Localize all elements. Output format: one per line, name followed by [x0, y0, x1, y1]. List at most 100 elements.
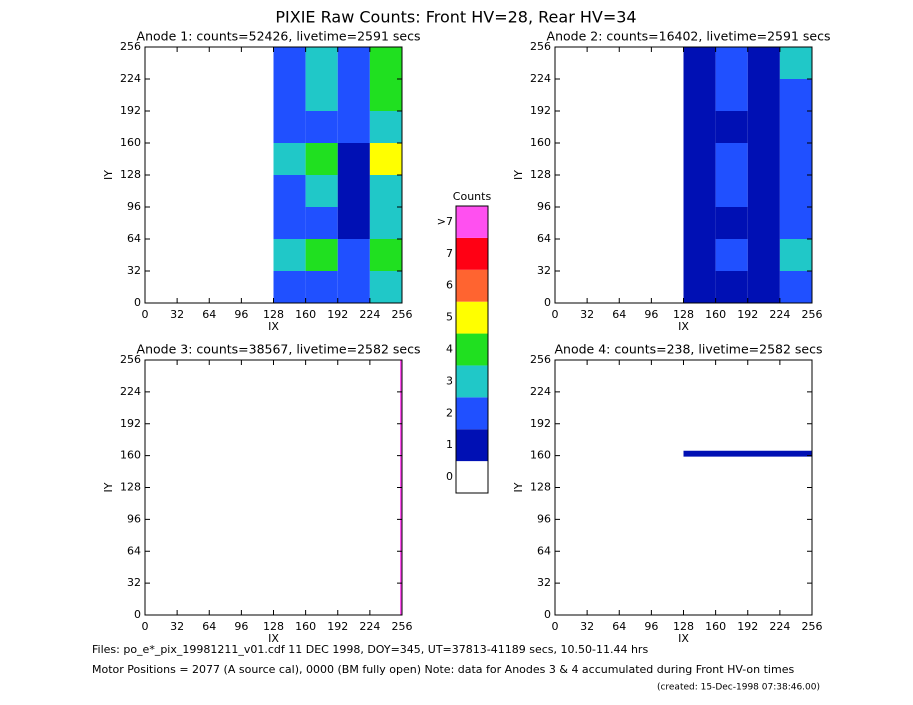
- y-tick-label: 32: [537, 576, 551, 589]
- heat-cell: [241, 143, 274, 175]
- y-tick-label: 128: [120, 168, 141, 181]
- heat-cell: [241, 79, 274, 111]
- heat-cell: [619, 239, 652, 271]
- heat-cell: [587, 175, 620, 207]
- y-tick-label: 256: [120, 40, 141, 53]
- x-tick-label: 96: [644, 620, 658, 633]
- heat-cell: [747, 143, 780, 175]
- heat-cell: [305, 79, 338, 111]
- x-tick-label: 96: [234, 620, 248, 633]
- heat-cell: [747, 175, 780, 207]
- x-tick-label: 32: [170, 308, 184, 321]
- y-tick-label: 192: [530, 104, 551, 117]
- x-tick-label: 128: [263, 620, 284, 633]
- heat-cell: [747, 47, 780, 79]
- heat-cell: [619, 143, 652, 175]
- heat-cell: [145, 111, 178, 143]
- heat-cell: [555, 79, 588, 111]
- heat-cell: [145, 360, 400, 615]
- x-tick-label: 256: [802, 308, 823, 321]
- heat-cell: [337, 239, 370, 271]
- footer-motor: Motor Positions = 2077 (A source cal), 0…: [92, 663, 794, 676]
- heat-cell: [305, 271, 338, 303]
- y-tick-label: 32: [127, 576, 141, 589]
- color-swatch: [456, 206, 488, 238]
- heat-cell: [555, 207, 588, 239]
- heat-cell: [587, 47, 620, 79]
- heat-cell: [305, 143, 338, 175]
- heat-cell: [587, 143, 620, 175]
- color-swatch: [456, 237, 488, 270]
- heat-cell: [273, 79, 306, 111]
- heat-cell: [555, 47, 588, 79]
- y-axis-label: IY: [512, 482, 525, 492]
- y-tick-label: 0: [544, 608, 551, 621]
- heat-cell: [683, 79, 716, 111]
- heat-cell: [619, 175, 652, 207]
- heat-cell: [651, 111, 684, 143]
- y-tick-label: 160: [530, 136, 551, 149]
- x-tick-label: 256: [392, 308, 413, 321]
- colorbar-label: 5: [446, 311, 453, 324]
- heat-cell: [305, 111, 338, 143]
- heat-cell: [619, 79, 652, 111]
- colorbar-frame: [455, 205, 489, 494]
- heat-cell: [305, 175, 338, 207]
- heat-cell: [337, 271, 370, 303]
- heat-cell: [241, 271, 274, 303]
- color-swatch: [456, 365, 488, 398]
- heat-cell: [177, 271, 210, 303]
- x-tick-label: 192: [327, 308, 348, 321]
- panel-title: Anode 4: counts=238, livetime=2582 secs: [554, 342, 822, 357]
- y-axis-label: IY: [102, 482, 115, 492]
- y-tick-label: 0: [134, 608, 141, 621]
- heat-cell: [683, 175, 716, 207]
- heat-cell: [273, 207, 306, 239]
- heat-cell: [779, 239, 812, 271]
- x-tick-label: 64: [612, 620, 626, 633]
- heat-cell: [177, 111, 210, 143]
- x-tick-label: 32: [580, 620, 594, 633]
- heat-cell: [337, 175, 370, 207]
- heat-cell: [145, 207, 178, 239]
- heat-cell: [683, 143, 716, 175]
- heat-cell: [209, 175, 242, 207]
- heat-cell: [747, 271, 780, 303]
- heat-cell: [145, 143, 178, 175]
- y-tick-label: 96: [127, 200, 141, 213]
- y-tick-label: 96: [127, 512, 141, 525]
- heat-cell: [587, 207, 620, 239]
- heat-cell: [651, 207, 684, 239]
- x-tick-label: 224: [359, 308, 380, 321]
- heat-cell: [683, 450, 812, 457]
- heat-cell: [555, 239, 588, 271]
- x-tick-label: 224: [359, 620, 380, 633]
- heat-cell: [619, 271, 652, 303]
- x-tick-label: 224: [769, 308, 790, 321]
- y-tick-label: 160: [120, 136, 141, 149]
- colorbar-title: Counts: [453, 190, 492, 203]
- y-tick-label: 96: [537, 512, 551, 525]
- heat-cell: [369, 143, 402, 175]
- heat-cell: [209, 271, 242, 303]
- heat-cell: [779, 207, 812, 239]
- heat-cell: [145, 79, 178, 111]
- heat-cell: [555, 111, 588, 143]
- x-tick-label: 192: [327, 620, 348, 633]
- y-tick-label: 64: [537, 544, 551, 557]
- heat-cell: [587, 239, 620, 271]
- x-axis-label: IX: [678, 320, 689, 333]
- y-tick-label: 96: [537, 200, 551, 213]
- y-tick-label: 192: [120, 417, 141, 430]
- heat-cell: [587, 111, 620, 143]
- heat-cell: [715, 239, 748, 271]
- y-tick-label: 64: [537, 232, 551, 245]
- heat-cell: [273, 111, 306, 143]
- color-swatch: [456, 333, 488, 366]
- heat-cell: [209, 143, 242, 175]
- heat-cell: [555, 175, 588, 207]
- x-tick-label: 192: [737, 308, 758, 321]
- x-tick-label: 96: [234, 308, 248, 321]
- heat-cell: [369, 111, 402, 143]
- y-tick-label: 160: [530, 449, 551, 462]
